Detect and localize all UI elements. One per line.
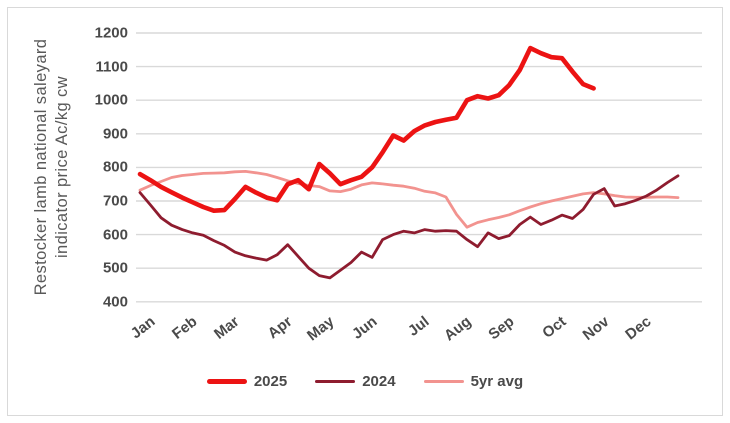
y-tick-label: 1000: [94, 91, 128, 109]
y-tick-label: 500: [102, 259, 128, 277]
legend-item-5yr-avg: 5yr avg: [423, 373, 524, 390]
legend-item-2025: 2025: [206, 373, 288, 390]
y-tick-label: 400: [102, 293, 128, 311]
chart-border: [7, 7, 723, 416]
legend-swatch-2025: [206, 378, 247, 385]
legend-item-2024: 2024: [315, 373, 396, 390]
y-tick-label: 1200: [94, 24, 128, 42]
series-line-2025: [137, 45, 596, 213]
series-line-2024: [138, 174, 680, 280]
series-line-5yr-avg: [138, 169, 680, 229]
legend-label: 2025: [253, 373, 288, 390]
y-tick-label: 800: [102, 158, 128, 176]
y-tick-label: 900: [102, 125, 128, 143]
legend-swatch-2024: [315, 379, 356, 384]
legend-swatch-5yr-avg: [423, 379, 464, 384]
y-tick-label: 700: [102, 192, 128, 210]
y-tick-label: 1100: [95, 58, 128, 76]
legend-label: 2024: [362, 373, 396, 390]
legend: 2025 2024 5yr avg: [0, 373, 730, 390]
y-tick-label: 600: [102, 226, 128, 244]
legend-label: 5yr avg: [470, 373, 524, 390]
